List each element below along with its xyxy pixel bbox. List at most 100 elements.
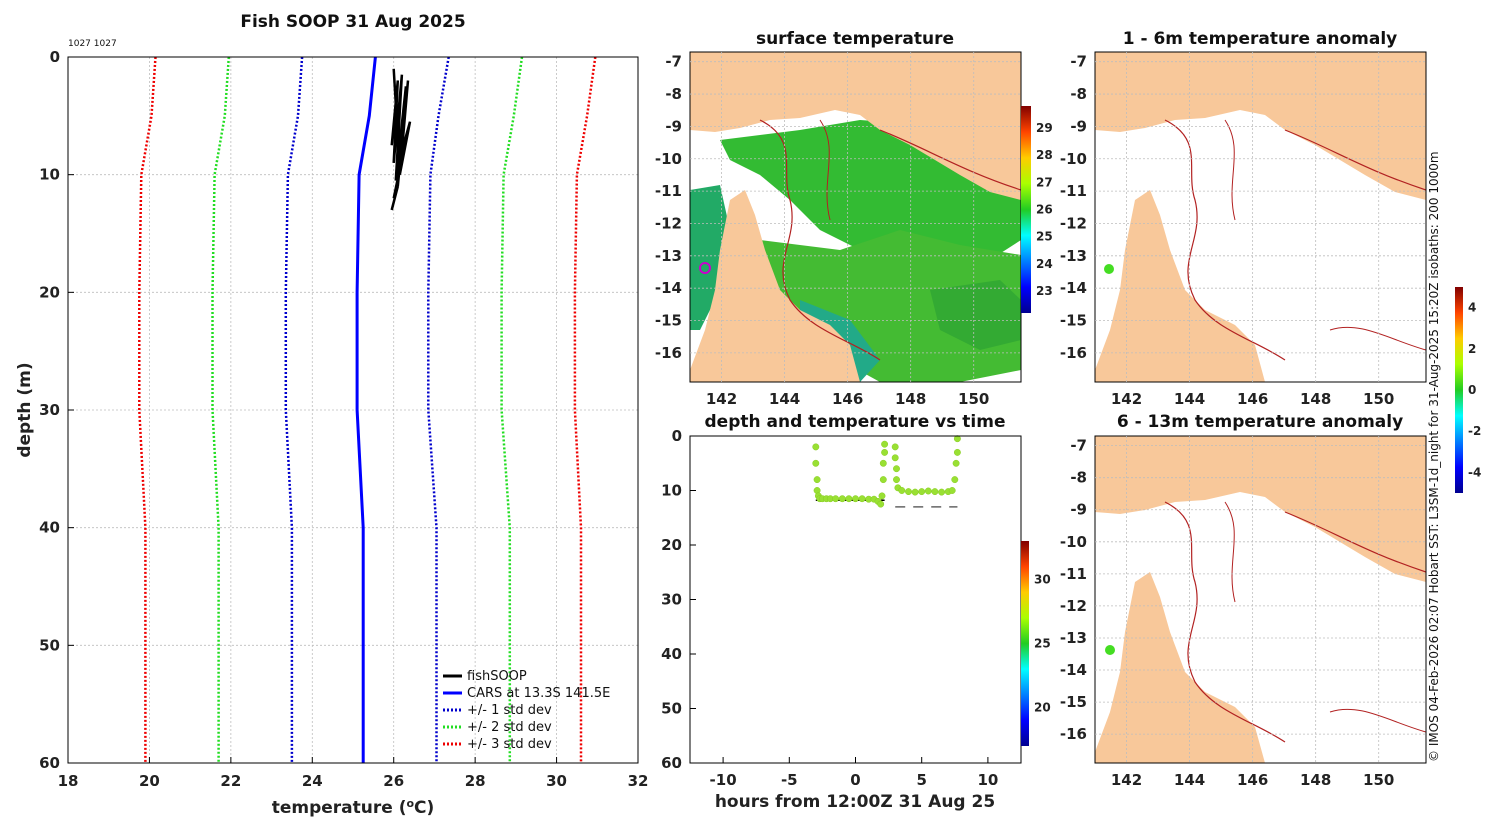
- scatter-point: [905, 488, 912, 496]
- lat-tick-label: -8: [1070, 85, 1087, 103]
- scatter-point: [952, 459, 960, 467]
- series-cars-mean: [355, 56, 377, 763]
- colorbar-tick-label: 20: [1034, 701, 1051, 715]
- x-tick-label: -10: [710, 771, 737, 789]
- lon-tick-label: 144: [769, 390, 800, 408]
- lat-tick-label: -14: [1060, 661, 1087, 679]
- lat-tick-label: -16: [1060, 344, 1087, 362]
- map2-frame: [1094, 51, 1427, 383]
- scatter-point: [878, 492, 886, 500]
- map1-colorbar-ticks: 29 28 27 26 25 24 23: [1036, 121, 1053, 298]
- lat-tick-label: -15: [1060, 693, 1087, 711]
- lat-tick-label: -11: [655, 182, 682, 200]
- scatter-point: [832, 495, 840, 503]
- map1-title: surface temperature: [756, 29, 954, 49]
- scatter-point: [938, 488, 946, 496]
- lat-tick-label: -12: [1060, 597, 1087, 615]
- y-tick-label: 20: [39, 283, 60, 301]
- scatter-point: [845, 495, 853, 503]
- y-tick-label: 40: [39, 519, 60, 537]
- map2-isobath: [1224, 119, 1236, 221]
- scatter-point: [948, 487, 956, 494]
- lat-tick-label: -13: [655, 247, 682, 265]
- scatter-point: [812, 443, 820, 451]
- scatter-point: [891, 443, 899, 451]
- credit-text: © IMOS 04-Feb-2026 02:07 Hobart SST: L3S…: [1427, 151, 1441, 762]
- lon-tick-label: 142: [706, 390, 737, 408]
- scatter-x-ticks: -10 -5 0 5 10: [710, 757, 998, 789]
- lat-tick-label: -8: [665, 85, 682, 103]
- lon-tick-label: 148: [1300, 771, 1331, 789]
- scatter-point: [852, 495, 859, 503]
- anomaly-map-6-13m: 6 - 13m temperature anomaly 142 144 146 148…: [1060, 412, 1427, 789]
- colorbar-tick-label: 23: [1036, 284, 1053, 298]
- anomaly-colorbar-tick-label: 4: [1468, 301, 1476, 315]
- map3-title: 6 - 13m temperature anomaly: [1117, 412, 1403, 432]
- scatter-point: [879, 459, 887, 467]
- map3-land-new-guinea: [1095, 436, 1426, 582]
- profile-title: Fish SOOP 31 Aug 2025: [240, 12, 465, 32]
- x-tick-label: 32: [628, 772, 649, 790]
- series--3-std: [138, 56, 157, 763]
- lat-tick-label: -12: [655, 214, 682, 232]
- map1-land-new-guinea: [690, 52, 1021, 200]
- profile-x-ticks: 18 20 22 24 26 28 30 32: [58, 757, 649, 790]
- profile-chart: Fish SOOP 31 Aug 2025 1027 1027 18 20 22 24…: [15, 12, 648, 818]
- colorbar-tick-label: 25: [1036, 230, 1053, 244]
- anomaly-colorbar-tick-label: -2: [1468, 424, 1481, 438]
- scatter-point: [881, 440, 889, 448]
- scatter-point: [838, 495, 846, 503]
- anomaly-colorbar-tick-label: 2: [1468, 342, 1476, 356]
- lat-tick-label: -15: [1060, 312, 1087, 330]
- map3-frame: [1094, 435, 1427, 764]
- scatter-points: [812, 435, 961, 508]
- legend-label: +/- 1 std dev: [467, 703, 552, 718]
- profile-legend: fishSOOP CARS at 13.3S 141.5E +/- 1 std …: [443, 669, 610, 752]
- scatter-point: [953, 448, 961, 456]
- scatter-point: [918, 488, 926, 496]
- legend-label: +/- 3 std dev: [467, 737, 552, 752]
- lat-tick-label: -10: [1060, 533, 1087, 551]
- scatter-title: depth and temperature vs time: [705, 412, 1006, 432]
- scatter-point: [898, 487, 906, 494]
- x-tick-label: 5: [916, 771, 926, 789]
- lon-tick-label: 142: [1111, 390, 1142, 408]
- y-tick-label: 20: [661, 536, 682, 554]
- x-tick-label: 20: [139, 772, 160, 790]
- y-tick-label: 40: [661, 645, 682, 663]
- map1-sst-patch: [690, 185, 730, 330]
- scatter-point: [911, 488, 919, 496]
- map2-land-new-guinea: [1095, 52, 1426, 200]
- lat-tick-label: -9: [1070, 117, 1087, 135]
- map2-anomaly-marker: [1104, 264, 1114, 274]
- series--3-std: [573, 56, 597, 763]
- lon-tick-label: 142: [1111, 771, 1142, 789]
- lat-tick-label: -14: [655, 279, 682, 297]
- y-tick-label: 60: [661, 754, 682, 772]
- anomaly-colorbar-tick-label: 0: [1468, 383, 1476, 397]
- lat-tick-label: -7: [1070, 437, 1087, 455]
- y-tick-label: 50: [661, 700, 682, 718]
- y-tick-label: 10: [661, 482, 682, 500]
- scatter-point: [951, 476, 959, 484]
- x-tick-label: 10: [977, 771, 998, 789]
- lat-tick-label: -7: [1070, 53, 1087, 71]
- y-tick-label: 0: [672, 427, 682, 445]
- lon-tick-label: 148: [895, 390, 926, 408]
- x-tick-label: 30: [546, 772, 567, 790]
- map3-isobath: [1224, 501, 1236, 603]
- profile-note: 1027 1027: [68, 39, 117, 49]
- scatter-point: [877, 500, 885, 508]
- x-tick-label: 26: [383, 772, 404, 790]
- colorbar-tick-label: 27: [1036, 175, 1053, 189]
- x-tick-label: -5: [781, 771, 798, 789]
- series--1-std: [427, 56, 450, 763]
- map1-position-marker: [699, 262, 711, 274]
- x-tick-label: 0: [850, 771, 860, 789]
- map2-isobath: [1329, 326, 1426, 351]
- scatter-colorbar: [1021, 541, 1029, 746]
- map3-anomaly-marker: [1105, 645, 1115, 655]
- map1-isobath: [879, 129, 1021, 191]
- colorbar-tick-label: 26: [1036, 203, 1053, 217]
- scatter-point: [881, 448, 889, 456]
